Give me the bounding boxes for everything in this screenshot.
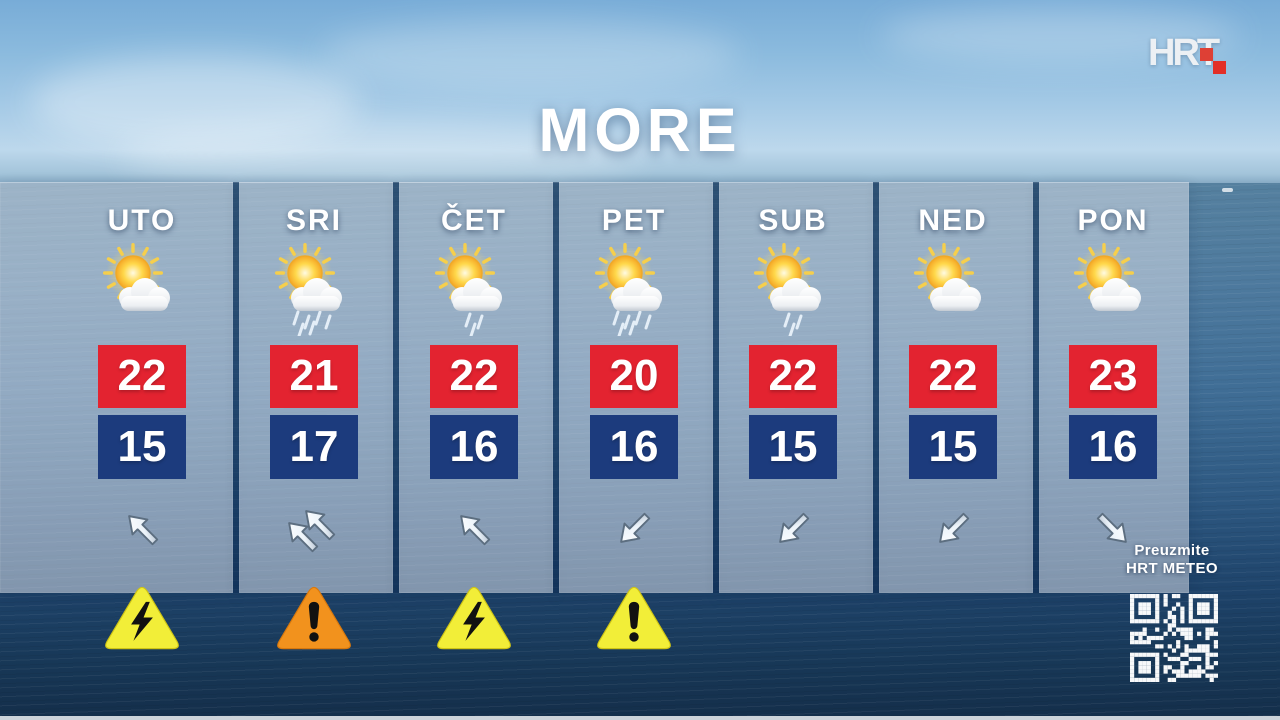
hrt-logo: HRT <box>1148 34 1234 77</box>
forecast-day-column: NED 22 15 <box>868 182 1038 593</box>
day-label: PET <box>601 204 667 237</box>
hrt-logo-red-square <box>1213 61 1226 74</box>
wind-arrow-sw-icon <box>599 504 669 564</box>
forecast-day-column: UTO 22 15 <box>57 182 227 593</box>
forecast-day-column: PON 23 16 <box>1028 182 1198 593</box>
sun-cloud-rain-heavy-icon <box>264 236 364 338</box>
high-temp-box: 22 <box>749 345 837 408</box>
low-temp-box: 15 <box>98 415 186 479</box>
panel-divider <box>393 182 399 593</box>
warning-triangle-alert-icon <box>595 584 673 654</box>
low-temp-box: 15 <box>749 415 837 479</box>
high-temp-box: 22 <box>430 345 518 408</box>
day-label: NED <box>918 204 988 237</box>
sky-background <box>0 0 1280 190</box>
sun-cloud-rain-light-icon <box>424 236 524 338</box>
panel-divider <box>233 182 239 593</box>
sun-cloud-rain-light-icon <box>743 236 843 338</box>
day-label: UTO <box>107 204 177 237</box>
warning-triangle-thunderstorm-icon <box>103 584 181 654</box>
low-temp-box: 16 <box>430 415 518 479</box>
forecast-day-column: ČET 22 16 <box>389 182 559 593</box>
low-temp-box: 16 <box>1069 415 1157 479</box>
wind-arrow-nw-icon <box>439 504 509 564</box>
cloud-haze <box>30 55 360 150</box>
page-title: MORE <box>538 96 742 164</box>
promo-line2: HRT METEO <box>1126 560 1218 577</box>
high-temp-box: 22 <box>98 345 186 408</box>
warning-triangle-thunderstorm-icon <box>435 584 513 654</box>
forecast-day-column: PET 20 16 <box>549 182 719 593</box>
qr-code-icon <box>1130 594 1218 682</box>
sun-cloud-icon <box>92 236 192 336</box>
day-label: SRI <box>285 204 342 237</box>
day-label: PON <box>1077 204 1149 237</box>
high-temp-box: 21 <box>270 345 358 408</box>
boat-speck <box>1222 188 1233 192</box>
app-promo: Preuzmite HRT METEO <box>1120 542 1224 578</box>
low-temp-box: 15 <box>909 415 997 479</box>
panel-divider <box>713 182 719 593</box>
wind-arrow-nw-icon <box>107 504 177 564</box>
wind-arrow-nw-icon <box>279 504 349 564</box>
high-temp-box: 22 <box>909 345 997 408</box>
bottom-edge-strip <box>0 716 1280 720</box>
wind-arrow-se-icon <box>1078 504 1148 564</box>
cloud-haze <box>120 120 640 190</box>
warning-triangle-alert-icon <box>275 584 353 654</box>
forecast-day-column: SRI 21 17 <box>229 182 399 593</box>
high-temp-box: 20 <box>590 345 678 408</box>
cloud-haze <box>880 8 1240 63</box>
sun-cloud-rain-heavy-icon <box>584 236 684 338</box>
sun-cloud-icon <box>903 236 1003 336</box>
day-label: SUB <box>758 204 828 237</box>
low-temp-box: 17 <box>270 415 358 479</box>
hrt-logo-red-square <box>1200 48 1213 61</box>
sun-cloud-icon <box>1063 236 1163 336</box>
panel-divider <box>1033 182 1039 593</box>
day-label: ČET <box>441 204 507 237</box>
panel-divider <box>553 182 559 593</box>
high-temp-box: 23 <box>1069 345 1157 408</box>
wind-arrow-sw-icon <box>758 504 828 564</box>
forecast-day-column: SUB 22 15 <box>708 182 878 593</box>
cloud-haze <box>320 20 740 90</box>
low-temp-box: 16 <box>590 415 678 479</box>
wind-arrow-sw-icon <box>918 504 988 564</box>
promo-line1: Preuzmite <box>1134 542 1210 559</box>
panel-divider <box>873 182 879 593</box>
